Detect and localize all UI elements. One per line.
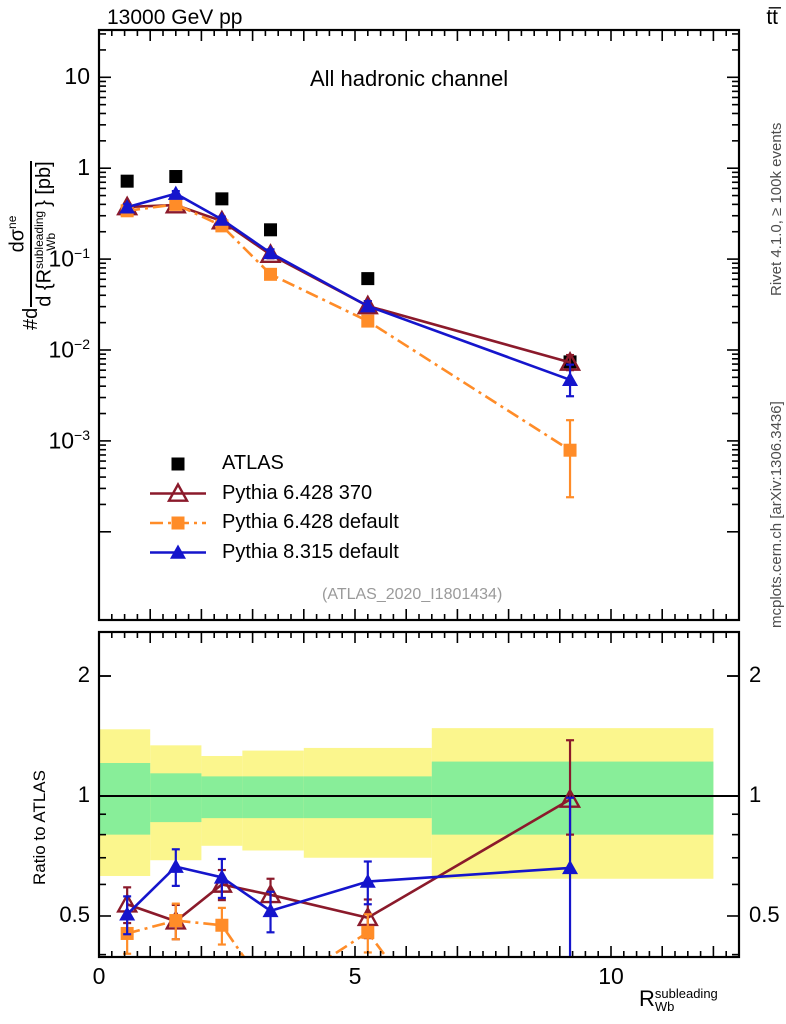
- data-point: [264, 223, 278, 237]
- ratio-series-line: [126, 798, 571, 923]
- analysis-id-label: (ATLAS_2020_I1801434): [322, 586, 503, 603]
- ratio-data-point: [264, 989, 277, 1002]
- ratio-y-tick-label-right: 1: [749, 782, 762, 807]
- y-tick-label: 1: [77, 154, 90, 181]
- process-title: tt̅: [766, 6, 778, 29]
- ratio-data-point: [361, 925, 375, 939]
- data-point: [563, 443, 577, 457]
- legend-label: ATLAS: [222, 452, 284, 474]
- channel-annotation: All hadronic channel: [310, 66, 509, 91]
- series-2: [120, 197, 577, 499]
- series-line: [127, 203, 571, 364]
- main-series-layer: [116, 170, 582, 499]
- legend-marker: [170, 544, 186, 559]
- data-point: [167, 185, 184, 200]
- ratio-y-tick-label: 0.5: [59, 901, 90, 927]
- y-tick-label: 10−2: [48, 336, 90, 363]
- y-tick-label: 10−3: [48, 426, 90, 454]
- data-point: [169, 170, 183, 184]
- y-tick-label: 10: [64, 63, 90, 90]
- ratio-data-point: [213, 869, 230, 884]
- data-point: [264, 267, 278, 281]
- ratio-y-tick-label-right: 0.5: [749, 901, 780, 927]
- data-point: [361, 314, 375, 328]
- series-1: [116, 193, 582, 372]
- ratio-uncertainty-bands: [99, 728, 739, 879]
- ratio-data-point: [359, 873, 376, 888]
- band-inner-segment: [99, 763, 151, 835]
- band-inner-segment: [150, 773, 202, 823]
- xaxis-label: R subleading Wb: [639, 986, 718, 1013]
- legend-label: Pythia 6.428 default: [222, 511, 399, 533]
- ratio-y-tick-label-right: 2: [749, 662, 762, 687]
- data-point: [262, 244, 279, 260]
- ratio-series-2: [119, 796, 579, 957]
- legend-label: Pythia 8.315 default: [222, 540, 399, 563]
- ratio-data-point: [169, 914, 183, 928]
- legend-marker: [166, 482, 190, 502]
- band-inner-segment: [201, 776, 243, 819]
- ratio-data-point: [262, 902, 279, 918]
- ratio-data-point: [215, 918, 229, 932]
- ratio-y-tick-label: 2: [77, 662, 90, 687]
- data-point: [361, 272, 375, 286]
- xaxis-label-sub: Wb: [654, 999, 675, 1015]
- ratio-series-line: [126, 865, 571, 916]
- beam-title: 13000 GeV pp: [107, 6, 243, 29]
- legend-glyphs: [150, 457, 206, 559]
- x-tick-label: 0: [92, 963, 106, 989]
- ratio-data-point: [119, 906, 136, 921]
- data-point: [119, 199, 136, 214]
- ratio-series-layer: [116, 739, 582, 1002]
- ratio-data-point: [167, 858, 184, 873]
- y-tick-label: 10−1: [48, 245, 90, 272]
- xaxis-label-main: R: [639, 986, 655, 1011]
- series-3: [119, 185, 579, 398]
- x-tick-label: 10: [598, 963, 624, 989]
- series-line: [126, 203, 571, 452]
- legend-label: Pythia 6.428 370: [222, 481, 373, 504]
- data-point: [562, 371, 579, 387]
- data-point: [169, 197, 183, 211]
- data-point: [359, 298, 376, 313]
- series-line: [126, 192, 571, 382]
- legend-marker: [171, 457, 185, 471]
- ratio-y-tick-label: 1: [77, 782, 90, 807]
- xaxis-label-sup: subleading: [654, 986, 718, 1002]
- legend-marker: [171, 516, 185, 530]
- band-inner-segment: [242, 776, 304, 819]
- data-point: [215, 192, 229, 206]
- band-inner-segment: [303, 776, 432, 819]
- x-tick-label: 5: [348, 963, 362, 989]
- data-point: [213, 211, 230, 226]
- data-point: [120, 174, 134, 188]
- ratio-data-point: [562, 859, 579, 875]
